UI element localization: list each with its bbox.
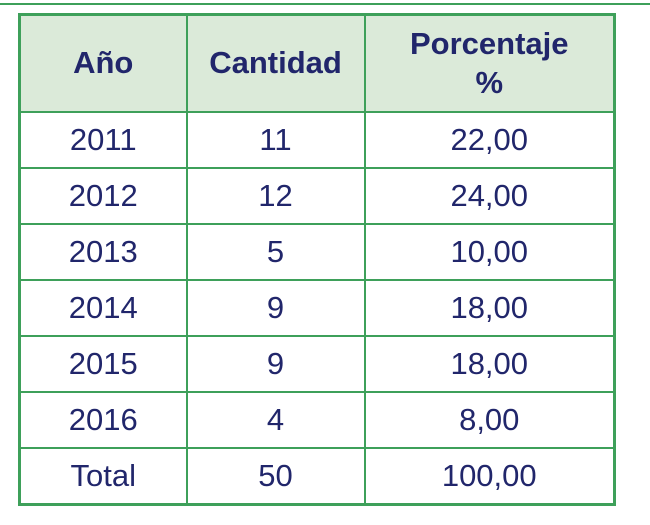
cantidad-cell: 9 [185,279,366,337]
year-cell: 2016 [18,391,188,449]
header-cell-ano: Año [18,13,188,113]
cantidad-cell: 5 [185,223,366,281]
cantidad-cell: 4 [185,391,366,449]
total-cantidad-cell: 50 [185,447,366,506]
table-row: 2013 5 10,00 [18,223,616,281]
porcentaje-cell: 10,00 [363,223,616,281]
table-total-row: Total 50 100,00 [18,447,616,506]
header-cell-porcentaje: Porcentaje % [363,13,616,113]
table-row: 2011 11 22,00 [18,111,616,169]
header-label-percent-sign: % [475,64,504,100]
year-cell: 2013 [18,223,188,281]
total-porcentaje-cell: 100,00 [363,447,616,506]
cantidad-cell: 11 [185,111,366,169]
table-row: 2015 9 18,00 [18,335,616,393]
year-cell: 2012 [18,167,188,225]
top-rule-line [0,3,650,5]
frequency-table: Año Cantidad Porcentaje % 2011 11 22,00 … [18,13,616,506]
header-cell-cantidad: Cantidad [185,13,366,113]
total-label-cell: Total [18,447,188,506]
porcentaje-cell: 8,00 [363,391,616,449]
porcentaje-cell: 22,00 [363,111,616,169]
table-row: 2012 12 24,00 [18,167,616,225]
year-cell: 2015 [18,335,188,393]
cantidad-cell: 12 [185,167,366,225]
table-row: 2016 4 8,00 [18,391,616,449]
year-cell: 2011 [18,111,188,169]
porcentaje-cell: 18,00 [363,279,616,337]
cantidad-cell: 9 [185,335,366,393]
table-row: 2014 9 18,00 [18,279,616,337]
year-cell: 2014 [18,279,188,337]
porcentaje-cell: 24,00 [363,167,616,225]
header-label-cantidad: Cantidad [209,45,342,81]
porcentaje-cell: 18,00 [363,335,616,393]
table-header-row: Año Cantidad Porcentaje % [18,13,616,113]
header-label-porcentaje: Porcentaje [409,25,569,61]
header-label-ano: Año [73,45,134,81]
